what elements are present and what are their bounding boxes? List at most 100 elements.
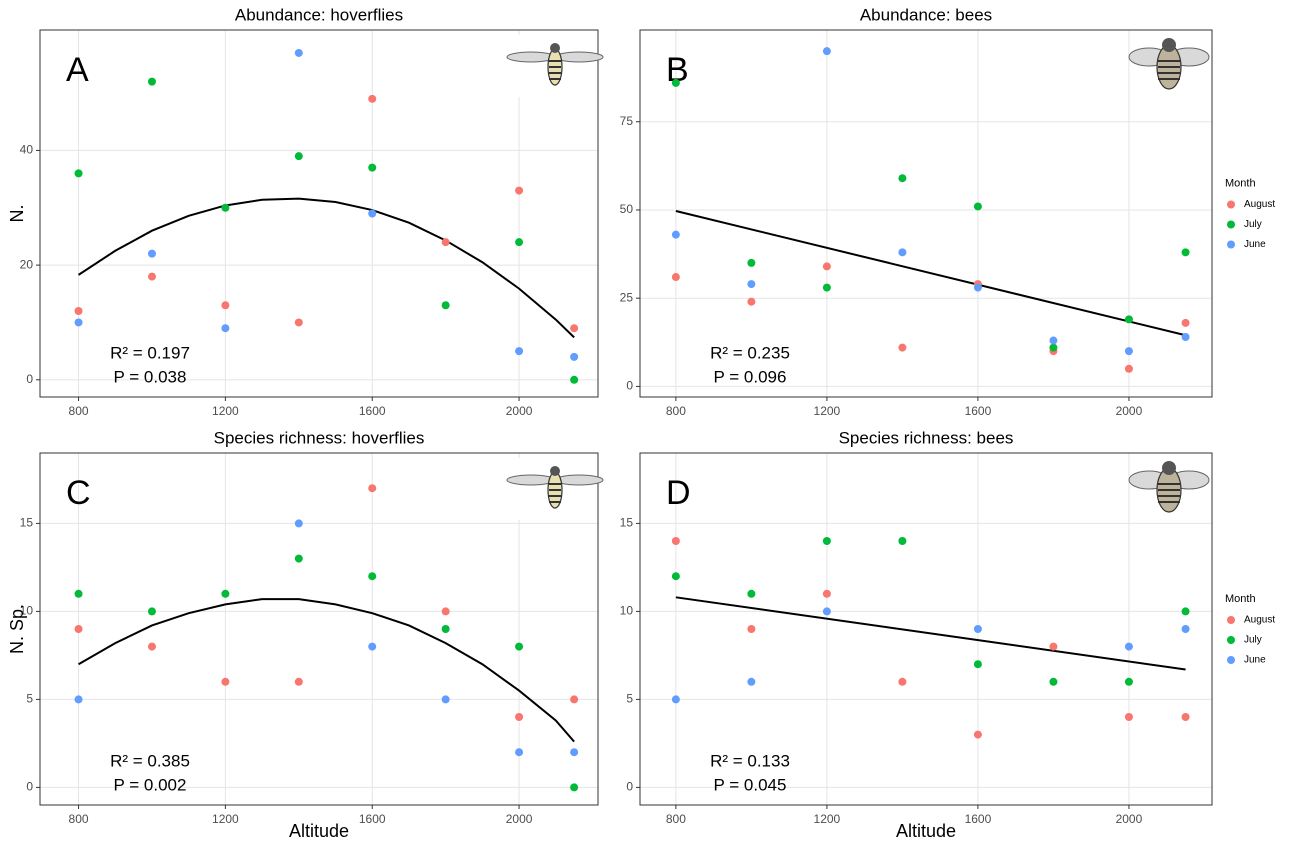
x-tick-label: 1600 <box>359 812 386 826</box>
data-point <box>294 48 303 57</box>
legend-key <box>1227 656 1235 664</box>
x-tick-label: 2000 <box>506 404 533 418</box>
data-point <box>570 324 579 333</box>
data-point <box>898 537 907 545</box>
data-point <box>1124 364 1133 373</box>
x-tick-label: 2000 <box>1116 812 1143 826</box>
data-point <box>1049 336 1058 345</box>
data-point <box>747 677 756 686</box>
data-point <box>1049 677 1058 686</box>
data-point <box>1181 625 1190 633</box>
y-tick-label: 5 <box>626 692 633 706</box>
data-point <box>221 301 230 310</box>
data-point <box>1049 343 1058 352</box>
data-point <box>294 554 303 563</box>
legend-label: June <box>1244 655 1266 666</box>
y-tick-label: 0 <box>26 780 33 794</box>
data-point <box>570 695 579 704</box>
data-point <box>1049 642 1058 651</box>
stat-annotation: R² = 0.197 <box>110 343 190 362</box>
x-tick-label: 2000 <box>506 812 533 826</box>
x-tick-label: 1200 <box>814 404 841 418</box>
data-point <box>294 152 303 161</box>
data-point <box>1181 333 1190 342</box>
panel-title: Abundance: bees <box>860 5 992 24</box>
icon-head <box>550 466 560 476</box>
data-point <box>221 677 230 686</box>
stat-annotation: P = 0.045 <box>714 775 787 794</box>
y-tick-label: 25 <box>620 290 634 304</box>
stat-annotation: R² = 0.133 <box>710 751 790 770</box>
x-axis-title: Altitude <box>289 821 349 841</box>
legend-label: August <box>1244 199 1275 210</box>
data-point <box>515 748 524 757</box>
data-point <box>898 248 907 257</box>
plot-background <box>640 453 1212 805</box>
data-point <box>294 677 303 686</box>
insect-icon <box>506 35 604 97</box>
data-point <box>822 537 831 545</box>
plot-background <box>640 30 1212 397</box>
legend-key <box>1227 636 1235 644</box>
data-point <box>147 272 156 281</box>
legend-label: June <box>1244 239 1266 250</box>
legend-key <box>1227 616 1235 624</box>
data-point <box>515 347 524 356</box>
y-tick-label: 15 <box>620 516 634 530</box>
data-point <box>671 695 680 704</box>
data-point <box>441 607 450 616</box>
panel-title: Species richness: hoverflies <box>214 428 425 447</box>
insect-icon <box>1128 35 1210 97</box>
y-axis-title: N. Sp. <box>7 604 27 654</box>
y-tick-label: 10 <box>20 604 34 618</box>
panel-letter: A <box>66 51 89 89</box>
x-axis-title: Altitude <box>896 821 956 841</box>
data-point <box>822 283 831 292</box>
data-point <box>671 78 680 87</box>
legend-label: July <box>1244 635 1262 646</box>
x-tick-label: 1600 <box>359 404 386 418</box>
x-tick-label: 800 <box>69 404 89 418</box>
data-point <box>671 273 680 282</box>
data-point <box>294 318 303 327</box>
data-point <box>747 625 756 633</box>
x-tick-label: 800 <box>666 404 686 418</box>
data-point <box>515 713 524 721</box>
legend-label: July <box>1244 219 1262 230</box>
data-point <box>221 589 230 598</box>
data-point <box>74 695 83 704</box>
data-point <box>973 730 982 739</box>
data-point <box>1124 347 1133 356</box>
fit-line <box>77 197 575 339</box>
fit-line <box>675 210 1186 337</box>
y-tick-label: 0 <box>26 372 33 386</box>
stat-annotation: P = 0.096 <box>714 367 787 386</box>
data-point <box>441 695 450 704</box>
data-point <box>1124 713 1133 721</box>
plot-background <box>40 453 598 805</box>
data-point <box>368 484 377 493</box>
data-point <box>973 660 982 669</box>
data-point <box>747 280 756 289</box>
data-point <box>570 783 579 792</box>
data-point <box>570 375 579 384</box>
data-point <box>822 47 831 56</box>
data-point <box>441 238 450 247</box>
legend-key <box>1227 240 1235 249</box>
x-tick-label: 1600 <box>965 812 992 826</box>
y-tick-label: 40 <box>20 143 34 157</box>
plot-border <box>639 29 1213 398</box>
data-point <box>515 186 524 195</box>
y-tick-label: 20 <box>20 257 34 271</box>
legend-key <box>1227 200 1235 209</box>
data-point <box>221 203 230 212</box>
data-point <box>671 537 680 545</box>
legend-key <box>1227 220 1235 229</box>
data-point <box>1181 248 1190 257</box>
data-point <box>898 677 907 686</box>
data-point <box>747 589 756 598</box>
y-tick-label: 0 <box>626 780 633 794</box>
legend-title: Month <box>1225 177 1256 189</box>
data-point <box>147 607 156 616</box>
